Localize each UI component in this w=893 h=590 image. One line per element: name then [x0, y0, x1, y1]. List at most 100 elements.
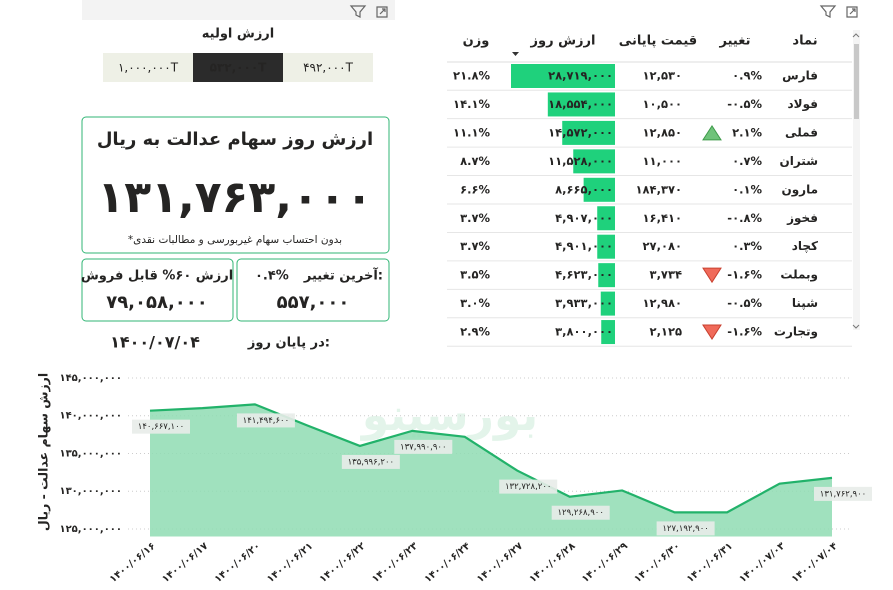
change: -۱.۶%: [727, 268, 762, 282]
change-value: ۰.۴%: [255, 269, 289, 284]
x-tick-label: ۱۴۰۰/۰۶/۱۷: [160, 541, 210, 586]
value: ۱۴,۵۷۲,۰۰۰: [548, 125, 613, 139]
price: ۱۲,۵۳۰: [643, 69, 682, 83]
symbol: مارون: [781, 182, 818, 197]
value-bar: [562, 120, 615, 145]
trend-down: [702, 324, 722, 340]
card: [236, 258, 390, 322]
symbol: وتجارت: [774, 325, 818, 340]
value-bar: [547, 92, 615, 117]
x-tick-label: ۱۴۰۰/۰۶/۳۰: [632, 541, 682, 586]
weight: ۳.۵%: [460, 268, 490, 282]
symbol: کچاد: [792, 239, 818, 253]
header-strip: [82, 0, 395, 20]
x-tick-label: ۱۴۰۰/۰۶/۳۱: [685, 541, 735, 586]
change: ۲.۱%: [732, 125, 762, 139]
change: ۰.۳%: [732, 239, 762, 253]
price: ۲,۱۲۵: [650, 325, 682, 339]
y-axis-title: ارزش سهام عدالت - ریال: [36, 373, 52, 531]
value: ۳,۸۰۰,۰۰۰: [555, 325, 613, 339]
area-fill: [150, 404, 832, 537]
card-value: ۵۵۷,۰۰۰: [277, 292, 350, 313]
card-title: ارزش ۶۰% قابل فروش: [81, 269, 233, 284]
weight: ۱۱.۱%: [453, 125, 490, 139]
price: ۱۸۴,۳۷۰: [636, 182, 682, 196]
data-label: ۱۲۷,۱۹۲,۹۰۰: [662, 524, 709, 534]
x-tick-label: ۱۴۰۰/۰۶/۲۲: [318, 541, 368, 586]
option-button[interactable]: [193, 53, 283, 82]
price: ۳,۷۳۴: [650, 268, 682, 282]
data-label-box: [551, 505, 610, 520]
weight: ۲۱.۸%: [453, 69, 490, 83]
value-bar: [598, 263, 615, 288]
x-tick-label: ۱۴۰۰/۰۶/۲۳: [370, 541, 420, 586]
card-value: ۷۹,۰۵۸,۰۰۰: [106, 292, 208, 313]
end-label: در پایان روز:: [247, 336, 330, 351]
column-header: قیمت پایانی: [619, 34, 697, 49]
data-label: ۱۳۷,۹۹۰,۹۰۰: [400, 442, 447, 452]
x-tick-label: ۱۴۰۰/۰۶/۲۴: [423, 541, 473, 586]
data-label: ۱۴۱,۴۹۴,۶۰۰: [243, 416, 290, 426]
sort-indicator: [512, 52, 519, 56]
symbol: فخوز: [786, 211, 818, 226]
value: ۴,۹۰۱,۰۰۰: [555, 239, 613, 253]
scrollbar[interactable]: [853, 30, 860, 330]
x-tick-label: ۱۴۰۰/۰۶/۲۰: [213, 541, 263, 586]
option-label: ۵۳۲,۰۰۰T: [210, 61, 268, 75]
data-label-box: [499, 479, 558, 494]
weight: ۳.۷%: [460, 211, 490, 225]
card: [81, 258, 234, 322]
header-strip: [447, 0, 867, 20]
data-label-box: [814, 486, 872, 501]
scrollbar-thumb[interactable]: [854, 44, 859, 119]
scroll-arrows: [852, 33, 860, 329]
option-label: ۱,۰۰۰,۰۰۰T: [118, 61, 179, 75]
x-tick-label: ۱۴۰۰/۰۷/۰۴: [790, 541, 840, 586]
data-label-box: [236, 413, 295, 428]
x-tick-label: ۱۴۰۰/۰۶/۲۸: [527, 541, 577, 586]
data-label: ۱۳۵,۹۹۶,۲۰۰: [348, 457, 395, 467]
value: ۳,۹۳۳,۰۰۰: [555, 296, 613, 310]
value-bar: [597, 206, 615, 231]
symbol: فملی: [785, 125, 818, 139]
data-label: ۱۳۲,۷۲۸,۲۰۰: [505, 482, 552, 492]
change: -۱.۶%: [727, 325, 762, 339]
value-bar: [583, 177, 615, 202]
x-tick-label: ۱۴۰۰/۰۶/۱۶: [108, 541, 158, 586]
data-label: ۱۲۹,۲۶۸,۹۰۰: [557, 508, 604, 518]
option-button[interactable]: [283, 53, 373, 82]
symbol: وبملت: [780, 268, 818, 283]
column-header: ارزش روز: [530, 34, 596, 49]
x-tick-label: ۱۴۰۰/۰۷/۰۳: [737, 541, 787, 586]
option-label: ۴۹۲,۰۰۰T: [303, 61, 353, 75]
visual-icons: [349, 5, 858, 18]
value-bar: [600, 291, 615, 316]
card-note: *بدون احتساب سهام غیربورسی و مطالبات نقد…: [128, 234, 342, 246]
value-bar: [597, 234, 615, 259]
card: [81, 116, 390, 254]
change: ۰.۷%: [732, 154, 762, 168]
end-date: ۱۴۰۰/۰۷/۰۴: [110, 333, 200, 352]
y-tick-label: ۱۳۰,۰۰۰,۰۰۰: [59, 486, 122, 497]
selector-title: ارزش اولیه: [202, 27, 275, 42]
option-button[interactable]: [103, 53, 193, 82]
y-tick-label: ۱۳۵,۰۰۰,۰۰۰: [59, 448, 122, 459]
value: ۴,۶۲۳,۰۰۰: [555, 268, 613, 282]
price: ۱۲,۸۵۰: [643, 125, 682, 139]
y-tick-label: ۱۲۵,۰۰۰,۰۰۰: [59, 524, 122, 535]
change: -۰.۸%: [727, 211, 762, 225]
value-bar: [511, 64, 615, 88]
price: ۲۷,۰۸۰: [643, 239, 682, 253]
change: ۰.۱%: [732, 182, 762, 196]
data-label-box: [132, 419, 190, 434]
value: ۴,۹۰۷,۰۰۰: [555, 211, 613, 225]
card-title: آخرین تغییر:: [303, 267, 383, 284]
trend-down: [702, 267, 722, 284]
weight: ۳.۰%: [460, 296, 490, 310]
change: -۰.۵%: [727, 296, 762, 310]
data-label: ۱۴۰,۶۶۷,۱۰۰: [138, 422, 185, 432]
weight: ۸.۷%: [460, 154, 490, 168]
column-header: نماد: [792, 34, 817, 49]
value: ۲۸,۷۱۹,۰۰۰: [548, 69, 613, 83]
